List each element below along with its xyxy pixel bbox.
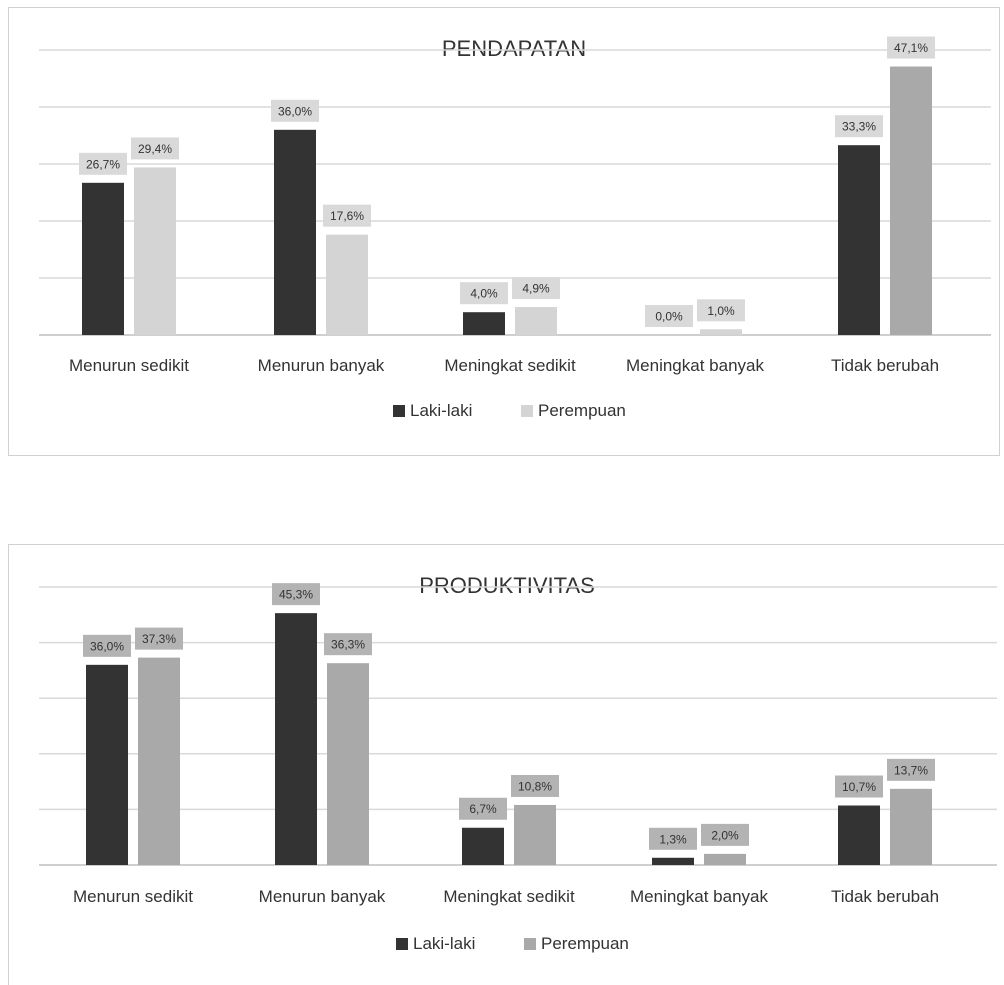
bar-perempuan xyxy=(515,307,557,335)
bar-perempuan xyxy=(327,663,369,865)
chart-produktivitas: PRODUKTIVITAS 36,0% 37,3% Menurun sedikit 4… xyxy=(8,544,1004,985)
data-label-box xyxy=(131,137,179,160)
data-label: 10,8% xyxy=(518,779,552,793)
data-label: 33,3% xyxy=(842,120,876,134)
legend-swatch xyxy=(396,938,408,950)
data-label-box xyxy=(645,305,693,327)
data-label-box xyxy=(511,774,559,797)
data-label-box xyxy=(324,633,372,656)
category-label: Tidak berubah xyxy=(831,887,939,906)
bar-laki-laki xyxy=(838,145,880,335)
legend-label: Perempuan xyxy=(541,934,629,953)
data-label: 2,0% xyxy=(711,828,739,842)
data-label: 36,0% xyxy=(278,104,312,118)
legend-label: Perempuan xyxy=(538,401,626,420)
data-label: 4,9% xyxy=(522,282,550,296)
legend-swatch xyxy=(524,938,536,950)
data-label: 0,0% xyxy=(655,310,683,324)
data-label-box xyxy=(460,282,508,305)
category-label: Menurun sedikit xyxy=(73,887,193,906)
data-label: 47,1% xyxy=(894,41,928,55)
data-label: 37,3% xyxy=(142,632,176,646)
bar-perempuan xyxy=(890,788,932,865)
data-label: 36,3% xyxy=(331,638,365,652)
bar-perempuan xyxy=(326,234,368,335)
bar-laki-laki xyxy=(463,312,505,335)
bar-laki-laki xyxy=(652,857,694,865)
data-label: 13,7% xyxy=(894,763,928,777)
data-label-box xyxy=(697,299,745,322)
data-label-box xyxy=(135,627,183,650)
bar-perempuan xyxy=(514,804,556,865)
chart-produktivitas-svg: PRODUKTIVITAS 36,0% 37,3% Menurun sedikit 4… xyxy=(39,573,997,953)
legend-swatch xyxy=(393,405,405,417)
chart-pendapatan-svg: PENDAPATAN 26,7% 29,4% Menurun sedikit 36,0… xyxy=(39,36,991,420)
category-label: Meningkat sedikit xyxy=(443,887,575,906)
data-label-box xyxy=(79,152,127,175)
data-label-box xyxy=(323,204,371,227)
data-label-box xyxy=(271,99,319,122)
data-label-box xyxy=(272,583,320,606)
data-label: 29,4% xyxy=(138,142,172,156)
data-label: 6,7% xyxy=(469,802,497,816)
category-label: Menurun banyak xyxy=(258,356,385,375)
data-label-box xyxy=(649,827,697,850)
bar-perempuan xyxy=(134,167,176,335)
bar-perempuan xyxy=(890,66,932,335)
data-label-box xyxy=(701,823,749,846)
bar-laki-laki xyxy=(838,805,880,865)
category-label: Menurun sedikit xyxy=(69,356,189,375)
bar-perempuan xyxy=(700,329,742,335)
data-label-box xyxy=(835,775,883,798)
chart-title: PRODUKTIVITAS xyxy=(419,573,595,598)
data-label: 4,0% xyxy=(470,287,498,301)
data-label: 1,0% xyxy=(707,304,735,318)
data-label-box xyxy=(459,797,507,820)
chart-title: PENDAPATAN xyxy=(442,36,586,61)
legend-label: Laki-laki xyxy=(413,934,475,953)
legend-swatch xyxy=(521,405,533,417)
bar-laki-laki xyxy=(275,613,317,865)
bar-laki-laki xyxy=(82,182,124,335)
data-label: 26,7% xyxy=(86,157,120,171)
chart-pendapatan: PENDAPATAN 26,7% 29,4% Menurun sedikit 36,0… xyxy=(8,7,1000,456)
category-label: Tidak berubah xyxy=(831,356,939,375)
data-label-box xyxy=(83,634,131,657)
data-label: 45,3% xyxy=(279,588,313,602)
data-label: 17,6% xyxy=(330,209,364,223)
data-label-box xyxy=(887,36,935,59)
data-label: 1,3% xyxy=(659,832,687,846)
category-label: Meningkat banyak xyxy=(626,356,764,375)
data-label-box xyxy=(887,758,935,781)
bar-laki-laki xyxy=(274,129,316,335)
bar-laki-laki xyxy=(462,827,504,865)
data-label: 10,7% xyxy=(842,780,876,794)
bar-perempuan xyxy=(704,853,746,865)
category-label: Meningkat sedikit xyxy=(444,356,576,375)
data-label-box xyxy=(512,277,560,300)
category-label: Menurun banyak xyxy=(259,887,386,906)
data-label: 36,0% xyxy=(90,639,124,653)
data-label-box xyxy=(835,115,883,138)
bar-perempuan xyxy=(138,657,180,865)
bar-laki-laki xyxy=(86,664,128,865)
category-label: Meningkat banyak xyxy=(630,887,768,906)
legend-label: Laki-laki xyxy=(410,401,472,420)
